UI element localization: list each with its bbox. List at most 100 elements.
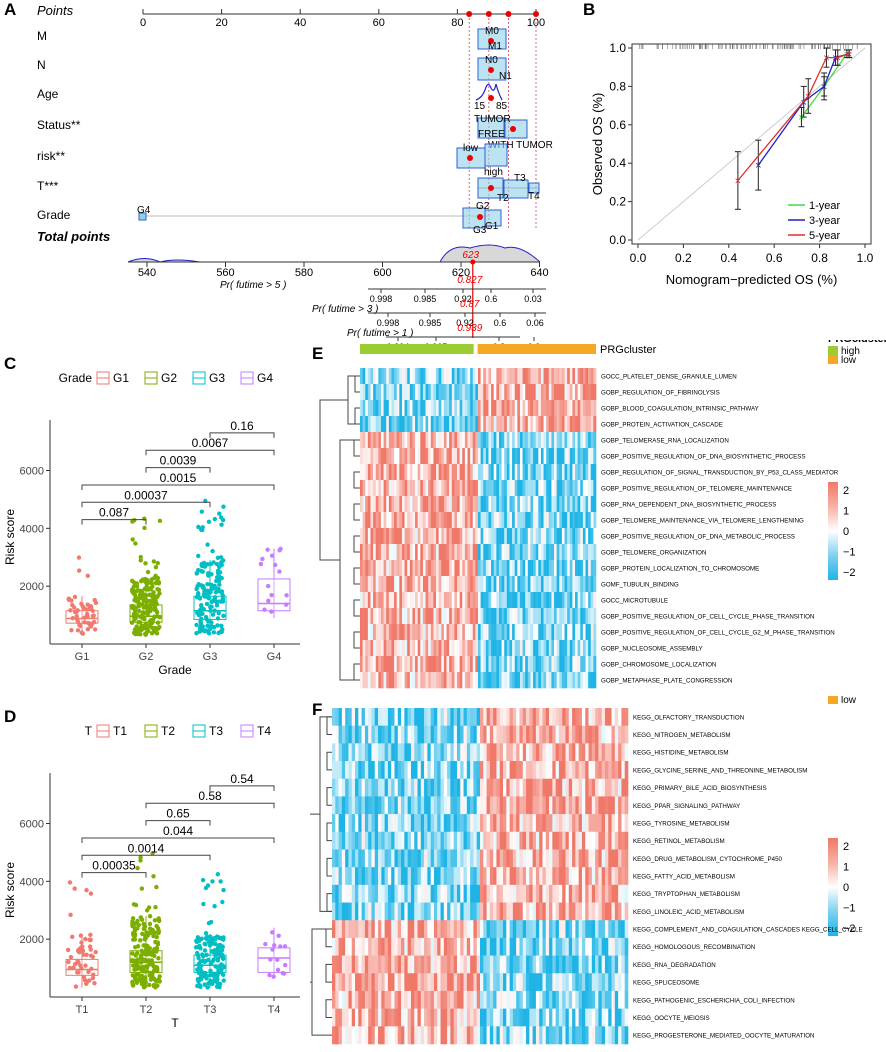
jitter-point — [141, 616, 147, 622]
jitter-point — [140, 610, 146, 615]
jitter-point — [269, 592, 274, 598]
heatmap-cell — [595, 973, 599, 992]
heatmap-cell — [365, 608, 369, 625]
heatmap-cell — [489, 1026, 494, 1045]
jitter-point — [143, 936, 148, 941]
heatmap-cell — [457, 464, 460, 481]
heatmap-cell — [338, 708, 343, 726]
heatmap-cell — [425, 544, 429, 561]
heatmap-cell — [512, 761, 517, 780]
heatmap-cell — [464, 464, 468, 481]
heatmap-cell — [519, 1026, 524, 1045]
heatmap-cell — [588, 1008, 593, 1027]
heatmap-cell — [542, 796, 547, 815]
heatmap-cell — [383, 544, 387, 561]
jitter-point — [218, 629, 223, 635]
heatmap-cell — [459, 624, 463, 641]
heatmap-cell — [370, 608, 374, 625]
heatmap-cell — [572, 831, 576, 850]
heatmap-cell — [437, 867, 441, 886]
heatmap-cell — [401, 592, 405, 609]
heatmap-cell — [532, 796, 537, 815]
heatmap-cell — [608, 796, 612, 815]
heatmap-cell — [486, 973, 491, 992]
heatmap-cell — [345, 849, 349, 868]
jitter-point — [211, 978, 217, 983]
heatmap-cell — [440, 725, 445, 744]
heatmap-cell — [454, 416, 458, 433]
heatmap-cell — [414, 708, 418, 726]
heatmap-cell — [367, 400, 371, 417]
heatmap-cell — [463, 761, 468, 780]
heatmap-cell — [588, 955, 593, 974]
heatmap-cell — [441, 640, 445, 657]
heatmap-cell — [509, 796, 514, 815]
heatmap-cell — [404, 955, 408, 974]
heatmap-cell — [581, 849, 586, 868]
heatmap-cell — [470, 400, 474, 417]
heatmap-row-label: KEGG_LINOLEIC_ACID_METABOLISM — [633, 909, 744, 916]
heatmap-cell — [374, 761, 379, 780]
heatmap-cell — [335, 1026, 339, 1045]
heatmap-cell — [460, 937, 464, 956]
heatmap-cell — [483, 400, 487, 417]
heatmap-cell — [451, 640, 455, 657]
heatmap-cell — [394, 973, 399, 992]
heatmap-cell — [496, 640, 500, 657]
heatmap-cell — [546, 464, 550, 481]
heatmap-cell — [549, 867, 553, 886]
heatmap-cell — [449, 496, 453, 513]
jitter-point — [218, 560, 224, 565]
heatmap-cell — [542, 831, 547, 850]
heatmap-cell — [375, 464, 379, 481]
heatmap-cell — [430, 990, 435, 1009]
risk-level: low — [463, 143, 479, 154]
heatmap-cell — [558, 743, 563, 762]
jitter-point — [88, 607, 94, 612]
heatmap-cell — [572, 608, 576, 625]
heatmap-cell — [595, 761, 599, 780]
heatmap-cell — [396, 624, 400, 641]
heatmap-cell — [410, 761, 415, 780]
heatmap-cell — [551, 560, 555, 577]
heatmap-cell — [399, 544, 403, 561]
heatmap-cell — [440, 778, 445, 797]
heatmap-cell — [433, 725, 438, 744]
heatmap-cell — [529, 920, 533, 939]
points-marker — [466, 11, 473, 17]
heatmap-cell — [449, 640, 453, 657]
heatmap-cell — [407, 1008, 412, 1027]
heatmap-cell — [380, 528, 384, 545]
heatmap-cell — [473, 831, 478, 850]
heatmap-cell — [397, 761, 402, 780]
heatmap-cell — [554, 576, 557, 593]
heatmap-cell — [611, 849, 616, 868]
jitter-point — [90, 975, 96, 981]
heatmap-cell — [453, 708, 458, 726]
heatmap-cell — [404, 814, 408, 833]
heatmap-cell — [387, 1008, 392, 1027]
heatmap-cell — [407, 973, 412, 992]
heatmap-cell — [588, 496, 592, 513]
heatmap-cell — [424, 708, 428, 726]
heatmap-cell — [591, 990, 596, 1009]
heatmap-cell — [417, 708, 422, 726]
p-value: 0.54 — [230, 772, 254, 786]
jitter-point — [136, 604, 142, 609]
heatmap-cell — [430, 814, 435, 833]
heatmap-cell — [394, 656, 398, 673]
heatmap-cell — [417, 814, 422, 833]
heatmap-cell — [529, 902, 533, 921]
heatmap-cell — [499, 902, 504, 921]
heatmap-cell — [394, 955, 399, 974]
heatmap-cell — [387, 920, 392, 939]
heatmap-cell — [410, 884, 415, 903]
heatmap-cell — [517, 432, 521, 449]
heatmap-cell — [443, 496, 447, 513]
heatmap-cell — [489, 937, 494, 956]
heatmap-cell — [499, 761, 504, 780]
heatmap-cell — [472, 544, 476, 561]
panel-letter-e: E — [312, 344, 324, 363]
heatmap-cell — [407, 920, 412, 939]
heatmap-cell — [394, 576, 398, 593]
